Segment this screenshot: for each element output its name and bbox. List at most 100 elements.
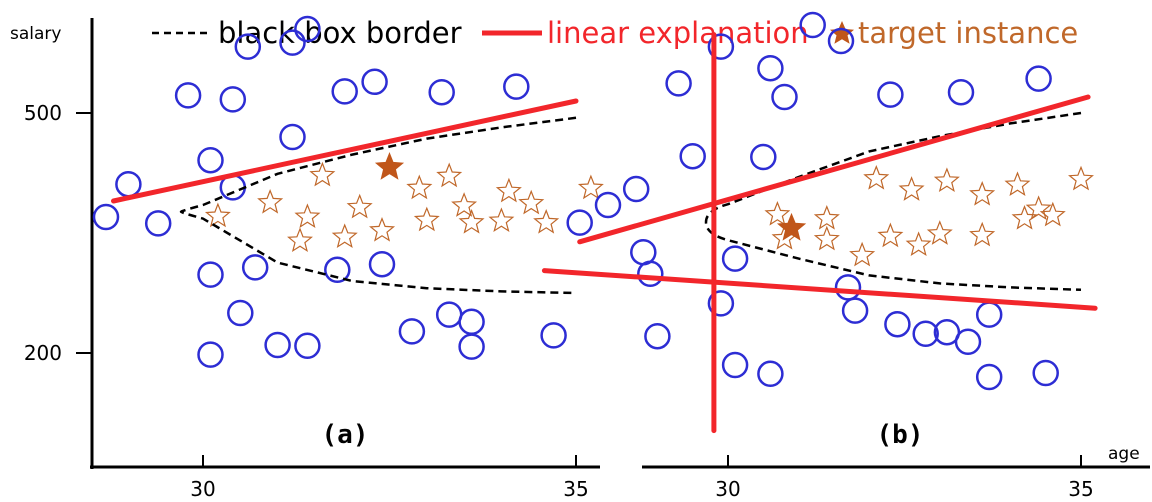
linear-explanation-line-0 (577, 94, 1091, 245)
circle-point-5 (827, 27, 855, 55)
circle-point-10 (234, 33, 262, 60)
star-point-12 (926, 220, 953, 245)
x-tick-label-left-35: 35 (563, 477, 588, 501)
panel-b (541, 11, 1098, 434)
star-point-14 (1011, 204, 1038, 230)
star-point-11 (877, 222, 904, 248)
circle-point-8 (428, 78, 455, 106)
star-point-13 (413, 206, 440, 232)
star-point-6 (1004, 171, 1031, 197)
y-tick-label-500: 500 (24, 101, 62, 125)
circle-point-19 (324, 256, 351, 284)
circle-point-4 (219, 86, 247, 113)
star-point-2 (863, 164, 890, 190)
circle-point-17 (197, 341, 224, 368)
star-point-0 (764, 200, 791, 226)
target-instance-star (776, 212, 807, 241)
circle-point-24 (458, 333, 485, 360)
star-point-3 (898, 176, 925, 201)
star-point-0 (257, 188, 284, 214)
star-point-4 (933, 167, 960, 193)
circle-point-0 (115, 170, 142, 198)
x-tick-label-right-35: 35 (1068, 477, 1093, 501)
circle-point-29 (644, 322, 671, 350)
star-point-5 (969, 180, 996, 206)
circle-point-27 (834, 274, 862, 301)
circle-point-19 (884, 310, 911, 338)
circle-point-3 (294, 15, 321, 43)
circle-point-8 (1025, 65, 1052, 92)
circle-point-6 (877, 81, 904, 108)
star-point-5 (451, 192, 478, 217)
circle-point-12 (279, 123, 306, 151)
circle-point-22 (458, 308, 485, 336)
linear-explanation-line-0 (111, 98, 579, 204)
circle-point-7 (361, 68, 388, 96)
target-instance-star (374, 152, 405, 180)
x-tick-label-right-30: 30 (715, 477, 740, 501)
star-point-14 (458, 208, 485, 234)
circle-point-11 (750, 143, 777, 171)
circle-point-12 (594, 191, 622, 219)
linear-explanation-line-1 (541, 268, 1098, 311)
y-tick-label-200: 200 (24, 341, 62, 365)
star-point-11 (331, 223, 358, 249)
star-point-15 (1039, 201, 1066, 227)
circle-point-18 (841, 297, 869, 324)
x-axis-label: age (1108, 444, 1140, 464)
circle-point-28 (721, 245, 749, 272)
circle-point-2 (679, 142, 706, 170)
y-axis-label: salary (10, 24, 61, 44)
star-point-7 (1025, 195, 1052, 221)
circle-point-0 (622, 175, 650, 203)
circle-point-1 (174, 82, 202, 109)
star-point-12 (369, 216, 396, 242)
circle-point-15 (637, 260, 664, 288)
circle-point-22 (975, 363, 1003, 391)
circle-point-21 (954, 328, 982, 356)
star-point-4 (436, 162, 463, 188)
star-point-16 (849, 241, 876, 267)
circle-point-21 (435, 301, 463, 328)
legend-linear-label: linear explanation (547, 16, 809, 50)
circle-point-20 (368, 250, 396, 278)
circle-point-23 (1032, 359, 1059, 387)
circle-point-9 (707, 33, 735, 60)
circle-point-15 (241, 254, 269, 281)
star-point-1 (813, 204, 840, 230)
legend-target-label: target instance (858, 16, 1078, 50)
star-point-10 (813, 225, 840, 251)
star-point-3 (406, 174, 433, 200)
axes-right: 30 35 age (642, 444, 1150, 501)
circle-point-16 (721, 351, 749, 379)
legend-border-label: black box border (218, 16, 462, 50)
circle-point-13 (92, 203, 120, 231)
circle-point-3 (799, 11, 826, 39)
star-point-17 (287, 227, 313, 253)
circle-point-14 (630, 238, 657, 266)
circle-point-9 (503, 73, 530, 100)
circle-point-4 (771, 83, 798, 111)
panel-label-b: (b) (877, 420, 924, 450)
circle-point-16 (197, 261, 224, 288)
circle-point-5 (279, 29, 306, 56)
circle-point-6 (331, 78, 358, 105)
circle-point-2 (197, 146, 224, 174)
star-point-8 (577, 174, 604, 200)
circle-point-26 (264, 331, 291, 359)
circle-point-27 (227, 299, 254, 327)
star-point-7 (518, 189, 545, 215)
panel-a (92, 15, 604, 368)
star-point-15 (488, 207, 515, 233)
star-point-13 (969, 221, 996, 247)
star-point-8 (1068, 165, 1094, 191)
star-point-2 (346, 193, 373, 219)
star-point-6 (495, 177, 522, 203)
axes-left: salary 500 200 30 35 (10, 18, 600, 501)
circle-point-17 (757, 360, 784, 388)
circle-point-26 (707, 290, 735, 317)
circle-point-7 (947, 78, 975, 106)
legend-target-star-icon (830, 21, 854, 44)
black-box-border (179, 116, 577, 295)
